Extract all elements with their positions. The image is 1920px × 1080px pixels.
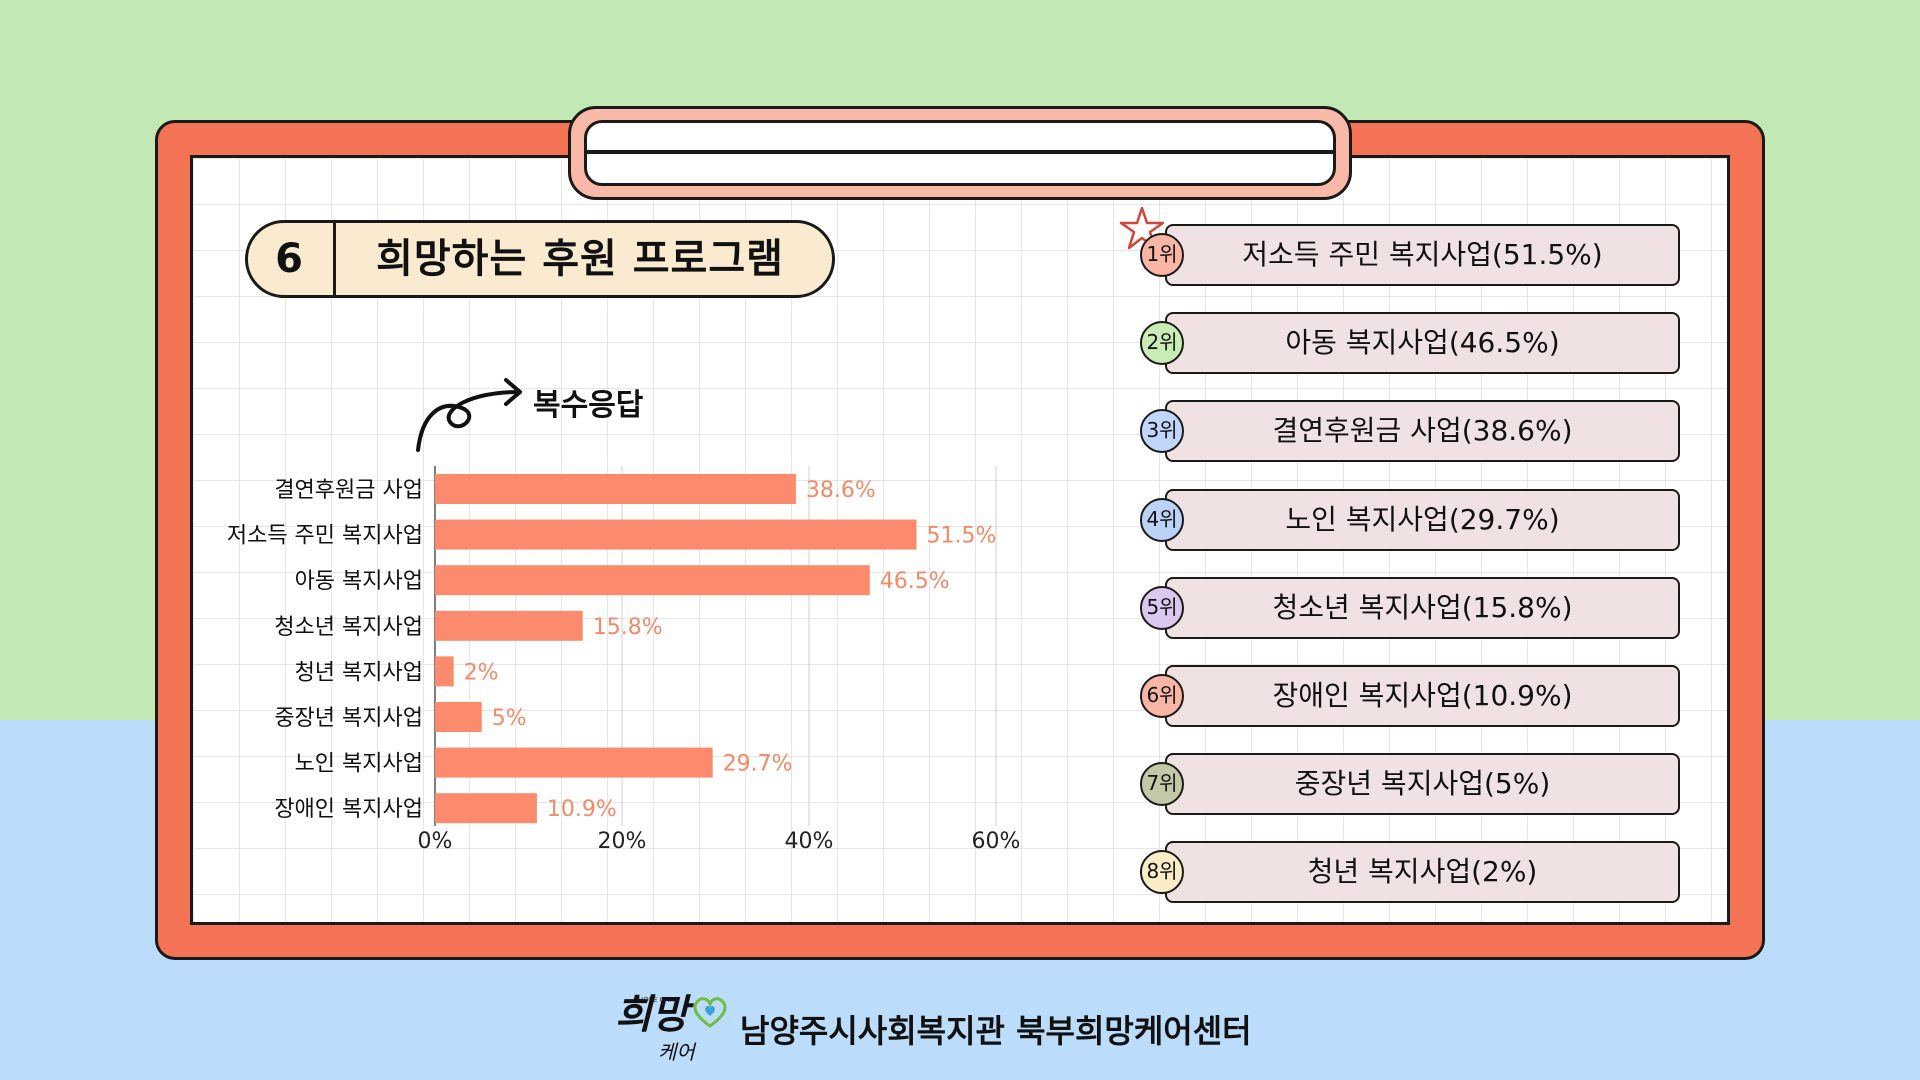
ranking-item-label: 중장년 복지사업(5%) [1294, 767, 1551, 800]
page-title: 희망하는 후원 프로그램 [376, 236, 784, 282]
title-divider [333, 222, 336, 296]
star-icon [1119, 206, 1165, 250]
ranking-item-label: 청소년 복지사업(15.8%) [1272, 591, 1573, 624]
multiple-response-note: 복수응답 [533, 388, 644, 423]
category-label: 저소득 주민 복지사업 [227, 524, 423, 549]
ranking-item: 결연후원금 사업(38.6%) [1165, 400, 1680, 462]
clipboard-clip-bar [586, 150, 1334, 154]
title-pill [245, 220, 835, 298]
title-number: 6 [275, 236, 303, 282]
organization-name: 남양주시사회복지관 북부희망케어센터 [740, 1012, 1252, 1050]
ranking-item-label: 아동 복지사업(46.5%) [1285, 326, 1560, 359]
bar [435, 519, 917, 550]
ranking-item-label: 장애인 복지사업(10.9%) [1272, 679, 1573, 712]
category-label: 장애인 복지사업 [274, 797, 423, 822]
curved-arrow-icon [416, 378, 522, 452]
category-label: 중장년 복지사업 [274, 706, 423, 731]
x-tick-label: 40% [785, 829, 834, 854]
rank-badge: 6위 [1140, 674, 1184, 718]
value-label: 10.9% [547, 797, 617, 822]
category-label: 청년 복지사업 [295, 660, 423, 685]
ranking-item-label: 저소득 주민 복지사업(51.5%) [1242, 238, 1603, 271]
ranking-item: 저소득 주민 복지사업(51.5%) [1165, 224, 1680, 286]
category-label: 노인 복지사업 [295, 752, 423, 777]
rank-badge: 4위 [1140, 498, 1184, 542]
bar [435, 474, 796, 504]
value-label: 46.5% [880, 569, 950, 594]
ranking-item-label: 노인 복지사업(29.7%) [1285, 503, 1560, 536]
bar [435, 793, 537, 824]
ranking-item: 청년 복지사업(2%) [1165, 841, 1680, 903]
ranking-item: 아동 복지사업(46.5%) [1165, 312, 1680, 374]
x-tick-label: 0% [418, 829, 453, 854]
logo-main-text: 희망 [615, 991, 689, 1038]
bar [435, 610, 583, 641]
bar [435, 565, 870, 596]
rank-badge: 5위 [1140, 586, 1184, 630]
ranking-item: 장애인 복지사업(10.9%) [1165, 665, 1680, 727]
ranking-item: 청소년 복지사업(15.8%) [1165, 577, 1680, 639]
category-label: 청소년 복지사업 [274, 615, 423, 640]
value-label: 2% [464, 660, 499, 685]
chart-bars [435, 474, 917, 824]
ranking-item: 중장년 복지사업(5%) [1165, 753, 1680, 815]
value-label: 15.8% [593, 615, 663, 640]
x-tick-label: 60% [972, 829, 1021, 854]
bar [435, 656, 454, 687]
category-label: 아동 복지사업 [295, 569, 423, 594]
x-tick-label: 20% [598, 829, 647, 854]
ranking-item-label: 결연후원금 사업(38.6%) [1272, 414, 1573, 447]
rank-badge: 2위 [1140, 321, 1184, 365]
rank-badge: 3위 [1140, 409, 1184, 453]
bar [435, 747, 713, 778]
value-label: 38.6% [806, 478, 876, 503]
ranking-item: 노인 복지사업(29.7%) [1165, 489, 1680, 551]
rank-badge: 8위 [1140, 850, 1184, 894]
ranking-item-label: 청년 복지사업(2%) [1307, 855, 1538, 888]
rank-badge: 7위 [1140, 762, 1184, 806]
logo-sub-text: 케어 [658, 1040, 695, 1064]
rank-badge: 1위 [1140, 233, 1184, 277]
value-label: 51.5% [927, 524, 997, 549]
chart-labels: 0% 20% 40% 60% 결연후원금 사업 38.6% 저소득 주민 복지사업 51.5%… [227, 478, 1021, 854]
heart-logo-icon [693, 997, 727, 1028]
bar [435, 702, 482, 732]
value-label: 5% [492, 706, 527, 731]
value-label: 29.7% [723, 752, 793, 777]
category-label: 결연후원금 사업 [274, 478, 423, 503]
logo-tag: HOPE CARE [638, 996, 679, 1004]
